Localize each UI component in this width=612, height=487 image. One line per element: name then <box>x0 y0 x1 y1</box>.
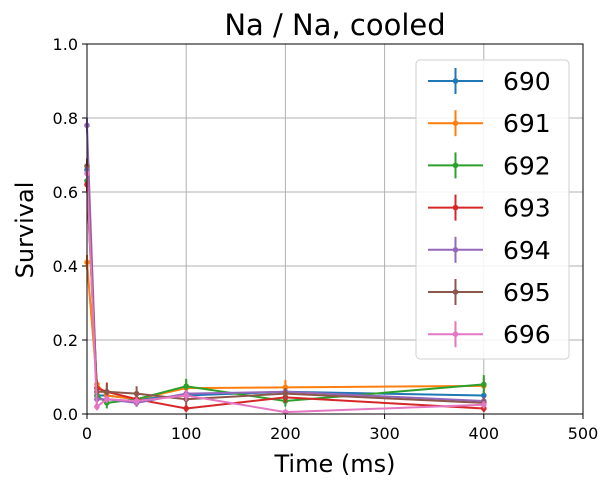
data-point <box>481 381 487 388</box>
y-tick-label: 0.8 <box>53 109 78 128</box>
x-tick-label: 100 <box>171 424 202 443</box>
y-axis-label: Survival <box>11 182 39 279</box>
x-tick-label: 300 <box>369 424 400 443</box>
y-tick-label: 0.4 <box>53 257 78 276</box>
legend-item-690: 690 <box>428 67 551 96</box>
y-tick-label: 0.0 <box>53 405 78 424</box>
legend-item-693: 693 <box>428 194 551 223</box>
y-tick-label: 0.2 <box>53 331 78 350</box>
legend-label: 694 <box>503 236 551 265</box>
legend-item-695: 695 <box>428 278 551 307</box>
x-axis-label: Time (ms) <box>274 450 396 478</box>
legend-item-694: 694 <box>428 236 551 265</box>
data-point <box>183 405 189 412</box>
data-point <box>183 392 189 399</box>
data-point <box>282 384 289 391</box>
legend-marker <box>452 247 459 253</box>
legend-marker <box>452 289 459 295</box>
series-group <box>84 118 487 415</box>
x-tick-label: 400 <box>469 424 500 443</box>
legend-label: 696 <box>503 320 551 349</box>
legend-label: 690 <box>503 67 551 96</box>
data-point <box>133 398 140 404</box>
axis-ticks: 0 100 200 300 400 500 0.0 0.2 0.4 0.6 0.8 1.0 <box>53 35 599 443</box>
legend-marker <box>452 162 459 169</box>
series-696 <box>84 166 487 415</box>
data-point <box>282 390 289 397</box>
y-tick-label: 0.6 <box>53 183 78 202</box>
legend-label: 692 <box>503 151 551 180</box>
data-point <box>183 383 189 390</box>
chart-title: Na / Na, cooled <box>224 8 445 42</box>
y-tick-label: 1.0 <box>53 35 78 54</box>
legend-item-692: 692 <box>428 151 551 180</box>
data-point <box>104 389 110 395</box>
x-tick-label: 200 <box>270 424 301 443</box>
data-point <box>94 403 100 410</box>
legend-box <box>415 59 570 360</box>
legend: 690 691 692 693 694 695 696 <box>415 59 570 360</box>
data-point <box>104 396 110 403</box>
x-tick-label: 500 <box>568 424 599 443</box>
legend-label: 695 <box>503 278 551 307</box>
legend-marker <box>452 204 459 211</box>
data-point <box>481 392 487 399</box>
legend-item-696: 696 <box>428 320 551 349</box>
legend-label: 693 <box>503 194 551 223</box>
legend-label: 691 <box>503 109 551 138</box>
data-point <box>481 401 487 408</box>
data-point <box>133 390 140 397</box>
legend-marker <box>452 331 459 338</box>
legend-marker <box>452 78 459 84</box>
plot-frame <box>86 43 584 415</box>
legend-item-691: 691 <box>428 109 551 138</box>
x-tick-label: 0 <box>82 424 92 443</box>
legend-marker <box>452 120 459 126</box>
